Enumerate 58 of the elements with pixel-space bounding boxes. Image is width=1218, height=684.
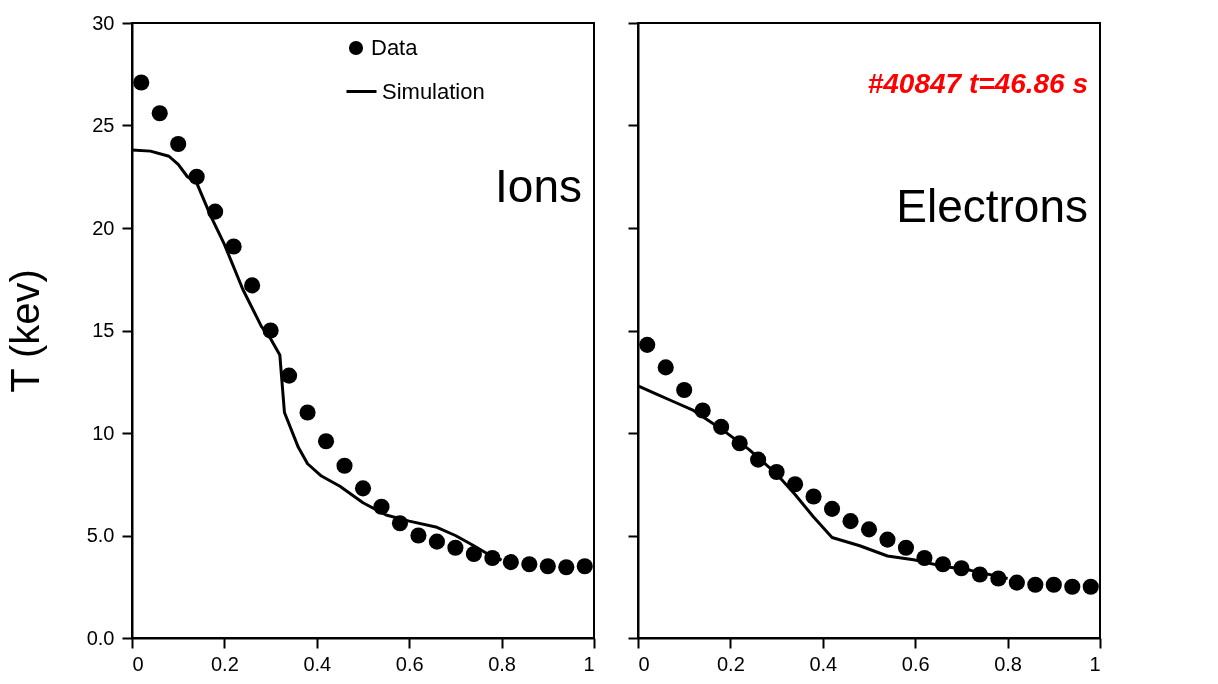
point: [1045, 576, 1062, 593]
point: [1027, 576, 1044, 593]
legend-label: Simulation: [382, 78, 485, 104]
y-tick-label: 30: [92, 11, 115, 34]
x-tick-label: 0: [638, 652, 650, 675]
y-tick-label: 25: [92, 114, 115, 136]
y-tick-label: 10: [92, 421, 115, 444]
point: [879, 531, 896, 548]
point: [428, 533, 445, 550]
point: [244, 277, 261, 294]
point: [657, 359, 674, 376]
y-tick-label: 0.0: [86, 626, 115, 649]
point: [336, 457, 353, 474]
point: [1008, 574, 1025, 591]
annotation: Electrons: [896, 180, 1088, 232]
annotation: Ions: [495, 160, 582, 212]
point: [281, 367, 298, 384]
legend-label: Data: [371, 35, 419, 60]
point: [447, 539, 464, 556]
x-tick-label: 0.8: [488, 652, 517, 675]
x-tick-label: 0: [132, 652, 144, 675]
y-tick-label: 5.0: [86, 524, 115, 546]
point: [558, 559, 575, 576]
point: [317, 433, 335, 450]
point: [1082, 578, 1099, 595]
point: [502, 554, 519, 571]
point: [576, 558, 593, 575]
x-tick-label: 1: [583, 652, 595, 675]
point: [823, 500, 841, 517]
x-tick-label: 0.2: [716, 652, 745, 675]
x-tick-label: 1: [1089, 652, 1101, 675]
y-axis-title: T (kev): [2, 269, 47, 393]
point: [676, 381, 693, 398]
point: [842, 513, 859, 530]
x-tick-label: 0.4: [809, 652, 838, 675]
x-tick-label: 0.4: [303, 652, 332, 675]
point: [299, 404, 316, 421]
point: [805, 488, 822, 505]
point: [1064, 578, 1081, 595]
point: [354, 480, 372, 497]
x-tick-label: 0.2: [210, 652, 239, 675]
point: [410, 527, 427, 544]
point: [225, 238, 242, 255]
point: [639, 336, 656, 353]
y-tick-label: 20: [92, 216, 115, 239]
y-tick-label: 15: [92, 319, 115, 341]
point: [465, 545, 482, 562]
x-tick-label: 0.6: [901, 652, 930, 675]
annotation: #40847 t=46.86 s: [867, 68, 1088, 99]
x-tick-label: 0.8: [994, 652, 1023, 675]
point: [151, 105, 168, 122]
point: [897, 539, 915, 556]
point: [170, 135, 187, 152]
point: [860, 521, 878, 538]
x-tick-label: 0.6: [395, 652, 424, 675]
point: [539, 558, 556, 575]
point: [133, 74, 150, 91]
point: [521, 556, 538, 573]
